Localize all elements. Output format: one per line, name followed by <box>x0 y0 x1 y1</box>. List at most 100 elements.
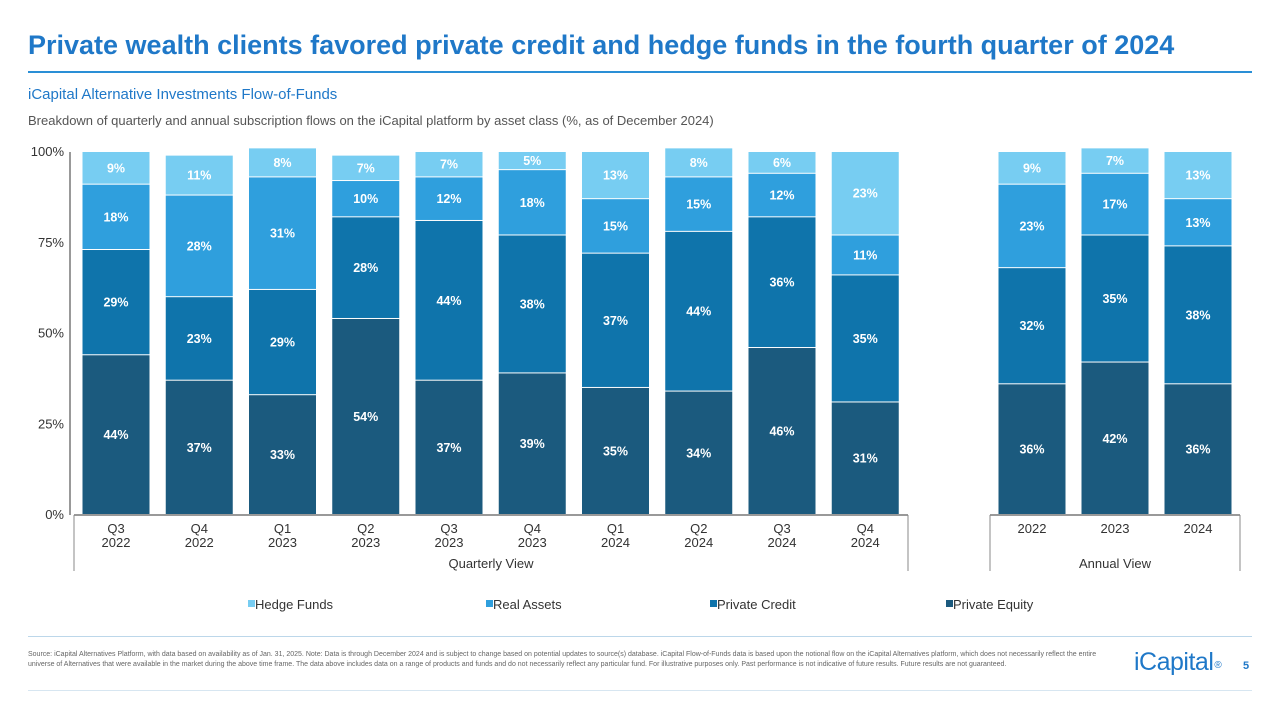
private-equity-bar-segment <box>831 402 899 514</box>
private-credit-bar-segment <box>332 217 400 318</box>
real-assets-data-label: 15% <box>603 219 628 233</box>
x-tick-label: 2022 <box>185 535 214 550</box>
private-credit-bar-segment <box>998 268 1066 384</box>
private-credit-data-label: 44% <box>436 294 461 308</box>
private-equity-data-label: 37% <box>436 441 461 455</box>
x-tick-label: 2022 <box>1018 521 1047 536</box>
private-equity-data-label: 39% <box>520 437 545 451</box>
private-equity-data-label: 36% <box>1185 443 1210 457</box>
hedge-funds-bar-segment <box>665 148 733 177</box>
real-assets-bar-segment <box>415 177 483 220</box>
x-tick-label: Q4 <box>191 521 208 536</box>
private-credit-bar-segment <box>165 297 233 380</box>
x-tick-label: 2023 <box>268 535 297 550</box>
logo-mark: ® <box>1214 660 1222 671</box>
private-equity-data-label: 35% <box>603 444 628 458</box>
private-equity-legend-swatch <box>946 600 953 607</box>
private-credit-data-label: 32% <box>1019 319 1044 333</box>
x-tick-label: 2023 <box>1101 521 1130 536</box>
x-tick-label: 2024 <box>684 535 713 550</box>
hedge-funds-bar-segment <box>748 152 816 173</box>
real-assets-data-label: 28% <box>187 239 212 253</box>
private-credit-bar-segment <box>1081 235 1149 362</box>
real-assets-bar-segment <box>165 195 233 297</box>
private-credit-legend-label: Private Credit <box>717 597 796 612</box>
real-assets-data-label: 18% <box>103 210 128 224</box>
bottom-divider <box>28 690 1252 691</box>
y-tick-label: 0% <box>45 507 64 522</box>
hedge-funds-data-label: 9% <box>1023 161 1041 175</box>
private-credit-bar-segment <box>415 220 483 380</box>
private-equity-bar-segment <box>415 380 483 514</box>
x-tick-label: Q3 <box>107 521 124 536</box>
private-equity-data-label: 33% <box>270 448 295 462</box>
private-equity-data-label: 42% <box>1102 432 1127 446</box>
private-credit-data-label: 44% <box>686 305 711 319</box>
private-credit-bar-segment <box>665 231 733 391</box>
x-tick-label: 2023 <box>351 535 380 550</box>
x-tick-label: Q1 <box>274 521 291 536</box>
hedge-funds-bar-segment <box>1164 152 1232 199</box>
hedge-funds-bar-segment <box>998 152 1066 184</box>
hedge-funds-data-label: 13% <box>603 169 628 183</box>
private-equity-data-label: 34% <box>686 446 711 460</box>
private-credit-data-label: 35% <box>853 332 878 346</box>
real-assets-bar-segment <box>1164 199 1232 246</box>
hedge-funds-data-label: 7% <box>440 158 458 172</box>
real-assets-bar-segment <box>498 170 566 235</box>
y-tick-label: 100% <box>31 144 65 159</box>
private-credit-legend-swatch <box>710 600 717 607</box>
footer-divider <box>28 636 1252 637</box>
private-credit-bar-segment <box>748 217 816 348</box>
real-assets-data-label: 15% <box>686 198 711 212</box>
y-tick-label: 50% <box>38 326 64 341</box>
real-assets-legend-label: Real Assets <box>493 597 562 612</box>
hedge-funds-data-label: 8% <box>690 156 708 170</box>
real-assets-data-label: 10% <box>353 192 378 206</box>
real-assets-bar-segment <box>82 184 150 250</box>
private-equity-bar-segment <box>82 355 150 514</box>
real-assets-data-label: 23% <box>1019 219 1044 233</box>
x-tick-label: Q3 <box>773 521 790 536</box>
private-credit-data-label: 29% <box>103 296 128 310</box>
real-assets-bar-segment <box>998 184 1066 268</box>
x-tick-label: Q1 <box>607 521 624 536</box>
x-tick-label: 2023 <box>518 535 547 550</box>
hedge-funds-bar-segment <box>82 152 150 184</box>
hedge-funds-data-label: 13% <box>1185 169 1210 183</box>
real-assets-legend-swatch <box>486 600 493 607</box>
private-equity-bar-segment <box>998 384 1066 514</box>
real-assets-data-label: 11% <box>853 248 877 262</box>
private-equity-bar-segment <box>165 380 233 514</box>
real-assets-bar-segment <box>582 199 649 253</box>
private-credit-data-label: 38% <box>520 297 545 311</box>
private-equity-data-label: 31% <box>853 452 878 466</box>
chart-description: Breakdown of quarterly and annual subscr… <box>28 113 714 128</box>
private-credit-bar-segment <box>1164 246 1232 384</box>
x-tick-label: 2024 <box>601 535 630 550</box>
private-credit-data-label: 35% <box>1102 292 1127 306</box>
hedge-funds-bar-segment <box>332 155 400 181</box>
real-assets-bar-segment <box>332 181 400 217</box>
private-equity-data-label: 44% <box>103 428 128 442</box>
hedge-funds-data-label: 5% <box>523 154 541 168</box>
hedge-funds-bar-segment <box>165 155 233 195</box>
hedge-funds-bar-segment <box>1081 148 1149 173</box>
x-tick-label: Q4 <box>524 521 541 536</box>
private-equity-data-label: 36% <box>1019 443 1044 457</box>
hedge-funds-bar-segment <box>249 148 316 177</box>
y-tick-label: 25% <box>38 416 64 431</box>
x-tick-label: Q4 <box>857 521 874 536</box>
private-equity-bar-segment <box>249 395 316 514</box>
private-credit-bar-segment <box>82 250 150 355</box>
real-assets-data-label: 17% <box>1102 198 1127 212</box>
private-equity-legend-label: Private Equity <box>953 597 1034 612</box>
hedge-funds-data-label: 7% <box>357 161 375 175</box>
x-tick-label: 2022 <box>102 535 131 550</box>
chart-subtitle: iCapital Alternative Investments Flow-of… <box>28 86 338 103</box>
private-credit-bar-segment <box>582 253 649 387</box>
hedge-funds-bar-segment <box>415 152 483 177</box>
flow-of-funds-chart: 100%75%50%25%0%44%29%18%9%Q3202237%23%28… <box>31 144 1241 612</box>
private-equity-bar-segment <box>1164 384 1232 514</box>
private-credit-bar-segment <box>498 235 566 373</box>
